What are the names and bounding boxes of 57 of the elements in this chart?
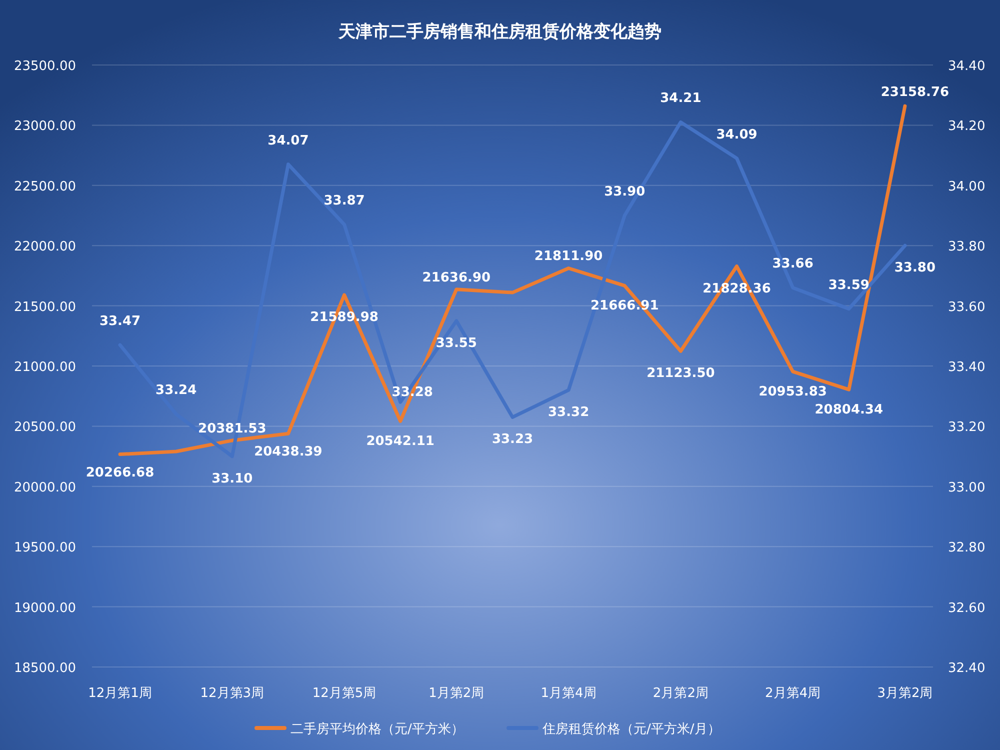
- data-label: 20266.68: [86, 465, 154, 480]
- y2-tick-label: 34.40: [948, 59, 986, 74]
- data-label: 33.10: [212, 471, 253, 486]
- y-tick-label: 21500.00: [14, 300, 76, 315]
- x-tick-label: 1月第2周: [428, 686, 484, 701]
- y-tick-label: 23000.00: [14, 119, 76, 134]
- data-label: 33.47: [99, 314, 141, 329]
- x-tick-label: 2月第4周: [765, 686, 821, 701]
- data-label: 20953.83: [758, 384, 827, 400]
- y-tick-label: 18500.00: [14, 661, 76, 676]
- y-tick-label: 19000.00: [14, 600, 76, 616]
- data-label: 20381.53: [198, 421, 266, 436]
- data-label: 20804.34: [814, 402, 884, 418]
- y-tick-label: 19500.00: [14, 540, 76, 556]
- x-tick-label: 2月第2周: [652, 686, 708, 701]
- y2-tick-label: 32.40: [948, 661, 986, 676]
- data-label: 33.66: [772, 256, 814, 272]
- data-label: 33.87: [324, 194, 365, 209]
- chart-title: 天津市二手房销售和住房租赁价格变化趋势: [338, 22, 662, 42]
- data-label: 33.24: [156, 383, 197, 398]
- data-label: 33.80: [894, 260, 936, 276]
- data-label: 21123.50: [646, 366, 715, 382]
- data-label: 21811.90: [534, 249, 603, 264]
- data-label: 34.07: [268, 133, 309, 148]
- data-label: 33.90: [604, 184, 646, 200]
- y2-tick-label: 33.80: [948, 240, 986, 255]
- x-tick-label: 3月第2周: [877, 686, 933, 701]
- data-label: 21636.90: [422, 270, 491, 286]
- data-label: 33.32: [548, 405, 590, 420]
- x-tick-label: 1月第4周: [540, 686, 596, 701]
- data-label: 20438.39: [254, 444, 322, 460]
- y-tick-label: 22500.00: [14, 179, 76, 194]
- legend-label: 二手房平均价格（元/平方米）: [290, 721, 464, 737]
- y2-tick-label: 33.20: [948, 420, 986, 436]
- data-label: 34.21: [660, 91, 702, 106]
- data-label: 33.23: [492, 432, 534, 448]
- y-tick-label: 20500.00: [14, 420, 76, 436]
- x-tick-label: 12月第3周: [200, 686, 264, 701]
- data-label: 20542.11: [366, 434, 434, 450]
- y2-tick-label: 33.40: [948, 360, 986, 375]
- data-label: 33.59: [828, 278, 870, 293]
- data-label: 23158.76: [880, 85, 950, 100]
- y2-tick-label: 32.80: [948, 540, 986, 556]
- y-tick-label: 21000.00: [14, 360, 76, 375]
- y-tick-label: 20000.00: [14, 480, 76, 496]
- data-label: 34.09: [716, 127, 758, 142]
- x-tick-label: 12月第5周: [312, 686, 376, 701]
- y2-tick-label: 34.00: [948, 179, 986, 194]
- legend-label: 住房租赁价格（元/平方米/月）: [542, 721, 720, 737]
- y-tick-label: 23500.00: [14, 59, 76, 74]
- y2-tick-label: 32.60: [948, 600, 986, 616]
- y2-tick-label: 33.60: [948, 300, 986, 315]
- data-label: 33.55: [436, 336, 477, 351]
- x-tick-label: 12月第1周: [88, 686, 152, 701]
- y2-tick-label: 33.00: [948, 480, 986, 496]
- y2-tick-label: 34.20: [948, 119, 986, 134]
- y-tick-label: 22000.00: [14, 240, 76, 255]
